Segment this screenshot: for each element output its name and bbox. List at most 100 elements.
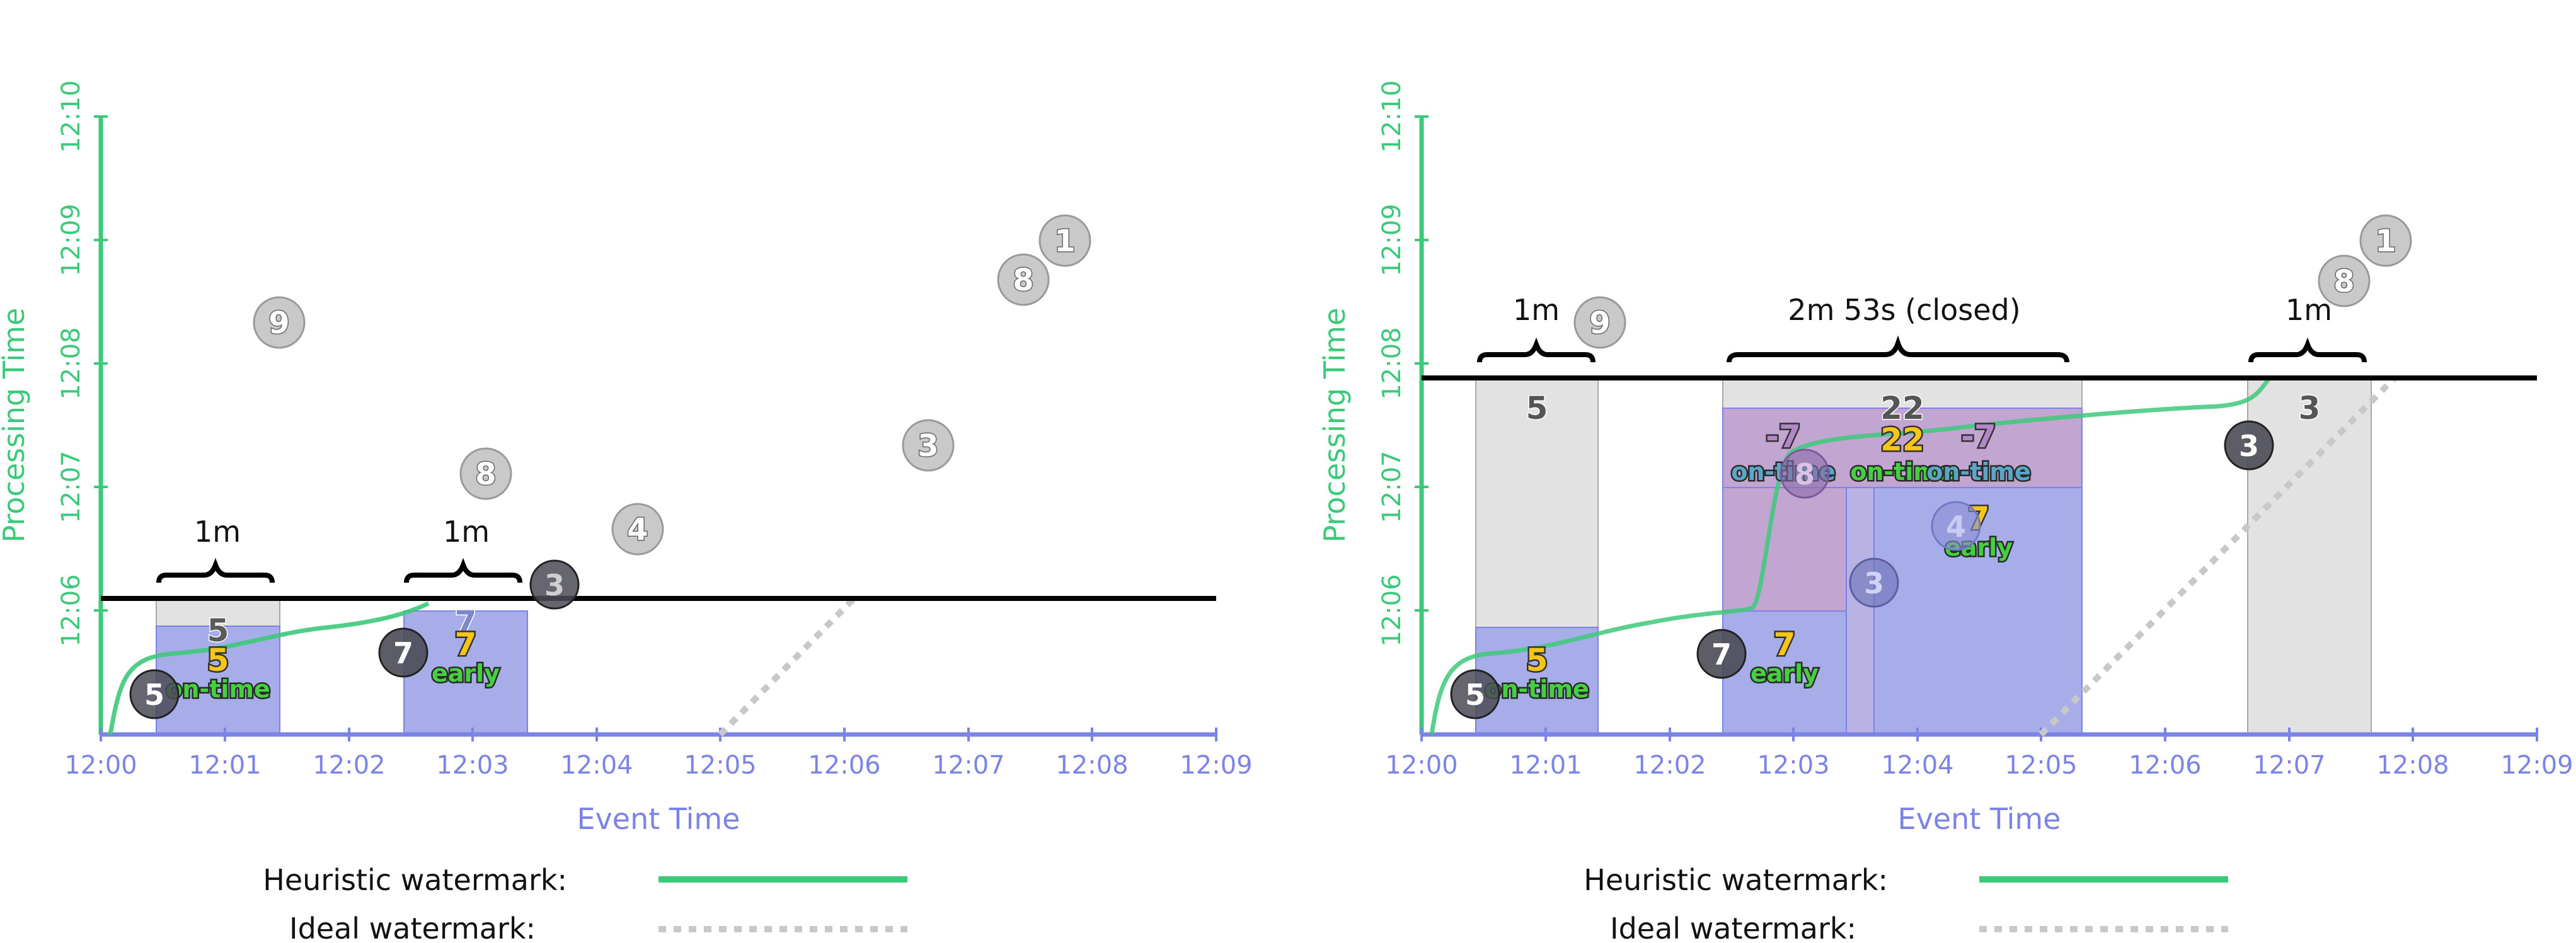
legend-heuristic-label: Heuristic watermark: [1584,863,1888,897]
svg-text:3: 3 [1864,566,1884,600]
x-tick-label: 12:09 [1180,751,1252,780]
y-tick-label: 12:08 [57,327,86,399]
window-label: 1m [443,515,490,549]
window-label: 1m [1513,293,1560,327]
y-tick-label: 12:06 [1377,574,1406,646]
pane-result-value: 7 [455,626,477,663]
pane-blue [1722,610,1847,735]
window-brace [156,557,275,583]
x-tick-label: 12:01 [1509,751,1582,780]
x-tick-label: 12:01 [188,751,261,780]
y-tick-label: 12:08 [1377,327,1406,399]
y-tick-label: 12:10 [1377,80,1406,152]
x-tick-label: 12:08 [1055,751,1128,780]
svg-text:8: 8 [2333,264,2354,299]
datapoint-pending: 1 [2359,214,2412,267]
x-tick-label: 12:00 [1385,751,1458,780]
x-axis-title: Event Time [577,802,740,836]
ideal-watermark-line [718,593,860,737]
y-tick-label: 12:07 [1377,450,1406,523]
legend-heuristic-label: Heuristic watermark: [263,863,567,897]
datapoint-pending: 8 [459,447,512,500]
datapoint-processed: 7 [1696,629,1747,679]
y-tick-label: 12:10 [57,80,86,152]
datapoint-processed: 3 [529,559,580,610]
svg-text:5: 5 [144,678,164,712]
datapoint-processed: 5 [1450,669,1500,719]
x-tick-label: 12:06 [2129,751,2201,780]
pane-purple [1722,487,1847,612]
y-tick-label: 12:06 [57,574,86,646]
datapoint-pending: 1 [1038,214,1091,267]
datapoint-processed: 3 [1849,557,1899,608]
svg-text:3: 3 [917,428,938,464]
x-tick-label: 12:00 [64,751,137,780]
pane-top-value: 7 [455,604,477,641]
legend-ideal-label: Ideal watermark: [289,912,536,943]
pane-top-value: 3 [2299,390,2321,426]
pane-result-label: on-time [1485,675,1589,703]
pane-result-label: on-time [166,675,270,703]
datapoint-processed: 4 [1931,501,1981,551]
pane-result-label: on-time [1850,458,1955,486]
window-label: 1m [194,515,241,549]
svg-text:9: 9 [1589,306,1610,341]
x-tick-label: 12:04 [560,751,633,780]
window-label: 1m [2286,293,2332,327]
pane-result-value: -7 [1766,418,1801,455]
pane-gray [1722,377,2083,409]
pane-result-label: early [1751,660,1819,687]
pane-blue [156,626,280,735]
svg-text:9: 9 [268,306,289,341]
datapoint-pending: 8 [2318,254,2371,307]
window-brace [1727,335,2069,363]
svg-text:3: 3 [2239,429,2259,463]
right-panel: 12:00 12:01 12:02 12:03 12:04 12:05 12:0… [1318,80,2573,943]
pane-top-value: 5 [1526,390,1548,426]
svg-text:1: 1 [2375,224,2396,259]
x-tick-label: 12:05 [684,751,756,780]
pane-light [1846,487,1875,735]
datapoint-pending: 9 [1573,296,1626,349]
pane-top-value: 22 [1880,390,1924,426]
pane-result-value: 5 [207,642,229,678]
x-axis-title: Event Time [1898,802,2061,836]
svg-text:7: 7 [393,636,413,670]
x-tick-label: 12:07 [932,751,1004,780]
datapoint-pending: 3 [902,419,955,472]
svg-text:4: 4 [1946,510,1966,544]
pane-result-value: 5 [1526,642,1548,678]
y-axis-title: Processing Time [1318,308,1352,543]
datapoint-processed: 5 [129,669,180,719]
svg-text:8: 8 [1795,457,1815,491]
svg-text:8: 8 [1013,263,1033,298]
heuristic-watermark-line [108,601,430,735]
datapoint-processed: 8 [1780,449,1830,499]
pane-blue [403,610,528,735]
datapoint-processed: 7 [378,627,428,678]
pane-top-value: 5 [207,612,229,649]
svg-text:4: 4 [627,512,648,547]
pane-result-value: 22 [1880,421,1924,458]
y-tick-label: 12:07 [57,450,86,523]
svg-text:3: 3 [544,568,565,602]
heuristic-watermark-line [1429,377,2270,735]
left-panel: 12:00 12:01 12:02 12:03 12:04 12:05 12:0… [0,80,1253,943]
x-tick-label: 12:03 [1757,751,1829,780]
datapoint-processed: 3 [2224,420,2274,471]
svg-text:1: 1 [1054,224,1075,259]
pane-gray [156,599,280,627]
y-axis-title: Processing Time [0,308,31,543]
svg-text:5: 5 [1465,678,1485,712]
pane-gray [1475,377,1599,628]
datapoint-pending: 9 [253,296,306,349]
x-tick-label: 12:03 [436,751,509,780]
pane-result-value: -7 [1961,418,1996,455]
y-tick-label: 12:09 [57,203,86,276]
x-tick-label: 12:04 [1881,751,1953,780]
x-tick-label: 12:09 [2500,751,2573,780]
x-tick-label: 12:07 [2253,751,2325,780]
pane-result-label: early [432,660,500,687]
window-brace [2248,337,2367,363]
